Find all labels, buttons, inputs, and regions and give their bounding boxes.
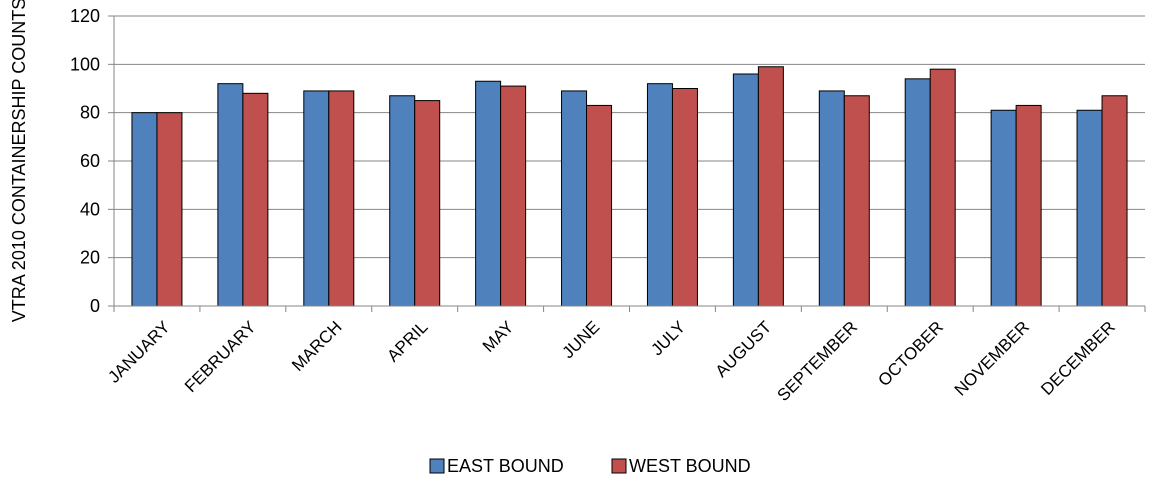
x-category-label: NOVEMBER xyxy=(951,317,1033,399)
y-tick-label: 0 xyxy=(90,296,100,316)
bar-east-bound-may xyxy=(475,80,502,307)
bar-east-bound-february xyxy=(217,83,244,307)
legend-label: EAST BOUND xyxy=(447,456,564,476)
x-category-label: AUGUST xyxy=(712,317,776,381)
x-category-label: DECEMBER xyxy=(1037,317,1119,399)
bar-east-bound-november xyxy=(990,109,1017,307)
x-category-label: JANUARY xyxy=(104,317,173,386)
bar-east-bound-september xyxy=(818,90,845,307)
bar-west-bound-may xyxy=(500,85,527,307)
bar-east-bound-march xyxy=(303,90,330,307)
bar-west-bound-december xyxy=(1101,95,1128,307)
x-category-label: APRIL xyxy=(383,317,431,365)
x-category-label: FEBRUARY xyxy=(181,317,260,396)
bar-east-bound-june xyxy=(561,90,588,307)
bar-west-bound-november xyxy=(1015,104,1042,307)
y-axis-title: VTRA 2010 CONTAINERSHIP COUNTS xyxy=(9,0,29,322)
bar-west-bound-september xyxy=(843,95,870,307)
legend-label: WEST BOUND xyxy=(629,456,751,476)
y-axis-ticks: 0 20 40 60 80 100 120 xyxy=(70,6,114,316)
bar-east-bound-july xyxy=(646,83,673,307)
bar-east-bound-april xyxy=(389,95,416,307)
bar-west-bound-august xyxy=(757,66,784,307)
x-category-label: MAY xyxy=(479,317,518,356)
x-category-label: MARCH xyxy=(288,317,346,375)
y-tick-label: 120 xyxy=(70,6,100,26)
x-category-label: SEPTEMBER xyxy=(774,317,862,405)
bar-east-bound-october xyxy=(904,78,931,307)
gridlines xyxy=(114,15,1145,259)
bar-east-bound-august xyxy=(732,73,759,307)
bar-west-bound-july xyxy=(671,88,698,307)
bars xyxy=(131,66,1128,307)
x-category-label: JULY xyxy=(647,317,689,359)
axes xyxy=(113,16,1146,312)
y-tick-label: 100 xyxy=(70,54,100,74)
y-tick-label: 60 xyxy=(80,151,100,171)
legend: EAST BOUND WEST BOUND xyxy=(429,456,751,476)
legend-swatch-west-bound xyxy=(611,458,627,474)
y-tick-label: 20 xyxy=(80,248,100,268)
x-axis-labels: JANUARY FEBRUARY MARCH APRIL MAY JUNE JULY AUGU… xyxy=(104,317,1118,405)
bar-east-bound-january xyxy=(131,112,158,307)
bar-west-bound-february xyxy=(242,92,269,307)
legend-swatch-east-bound xyxy=(429,458,445,474)
bar-west-bound-april xyxy=(414,100,441,307)
bar-east-bound-december xyxy=(1076,109,1103,307)
bar-west-bound-january xyxy=(156,112,183,307)
bar-west-bound-june xyxy=(586,104,613,307)
bar-west-bound-october xyxy=(929,68,956,307)
x-category-label: JUNE xyxy=(559,317,604,362)
y-tick-label: 80 xyxy=(80,103,100,123)
bar-west-bound-march xyxy=(328,90,355,307)
y-tick-label: 40 xyxy=(80,199,100,219)
x-category-label: OCTOBER xyxy=(874,317,947,390)
